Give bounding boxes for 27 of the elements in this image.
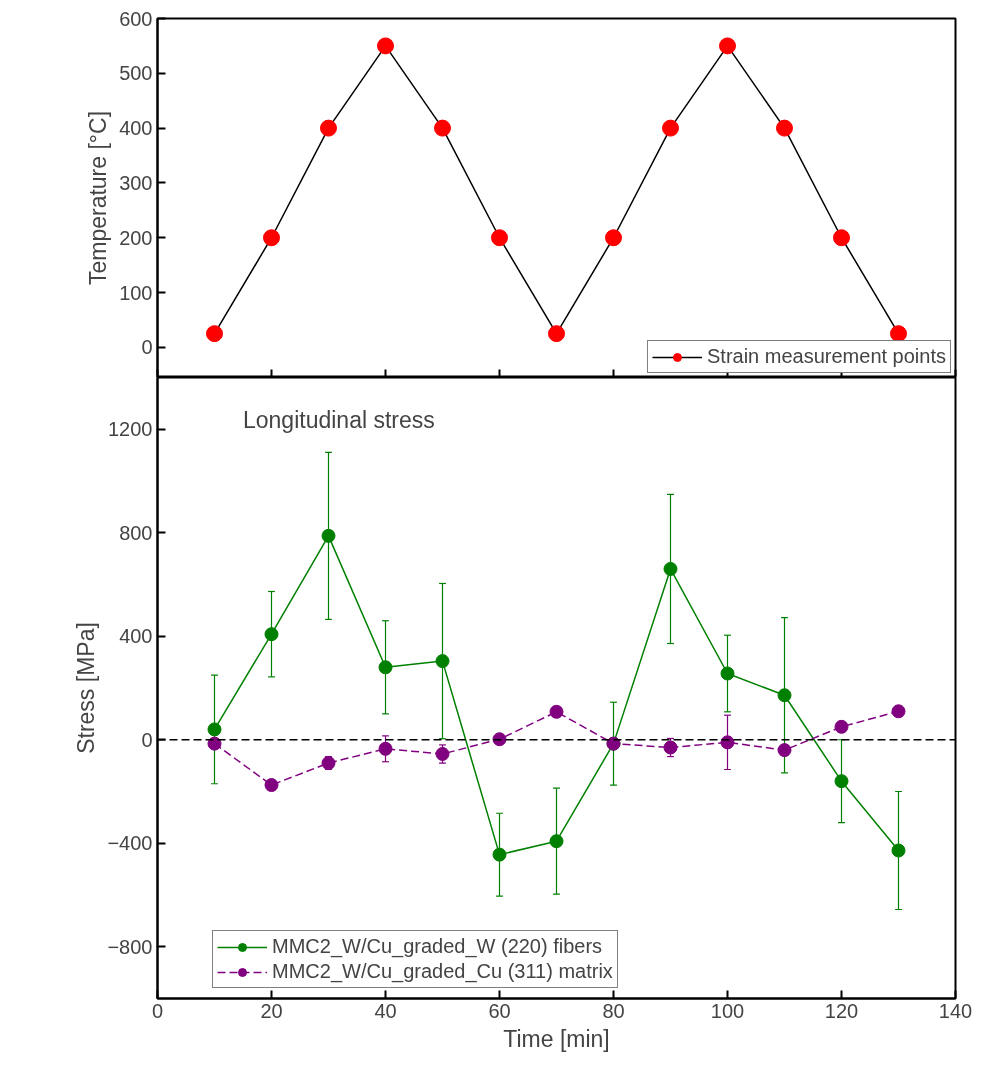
y-tick-label: 400 [119, 117, 153, 140]
y-tick-label: 600 [119, 7, 153, 30]
y-tick-label: −800 [107, 935, 153, 958]
legend-label: MMC2_W/Cu_graded_W (220) fibers [272, 935, 603, 958]
y-tick-label: 1200 [108, 418, 153, 441]
x-tick-label: 20 [260, 999, 283, 1022]
annotation: Longitudinal stress [243, 406, 435, 433]
x-axis-title: Time [min] [503, 1025, 610, 1052]
y-tick-label: 500 [119, 62, 153, 85]
y-tick-label: 400 [119, 625, 153, 648]
x-tick-label: 60 [488, 999, 511, 1022]
x-tick-label: 80 [602, 999, 625, 1022]
y-axis-title: Stress [MPa] [73, 622, 100, 754]
x-tick-label: 140 [938, 999, 973, 1022]
x-tick-label: 40 [374, 999, 397, 1022]
y-tick-label: 100 [119, 281, 153, 304]
y-tick-label: 200 [119, 226, 153, 249]
y-tick-label: 300 [119, 171, 153, 194]
y-axis-title: Temperature [°C] [85, 110, 112, 286]
legend-label: Strain measurement points [706, 345, 946, 368]
x-tick-label: 100 [710, 999, 745, 1022]
y-tick-label: 0 [141, 728, 153, 751]
y-tick-label: −400 [107, 832, 153, 855]
legend-label: MMC2_W/Cu_graded_Cu (311) matrix [272, 960, 613, 983]
y-tick-label: 800 [119, 521, 153, 544]
x-tick-label: 120 [824, 999, 859, 1022]
y-tick-label: 0 [141, 336, 153, 359]
